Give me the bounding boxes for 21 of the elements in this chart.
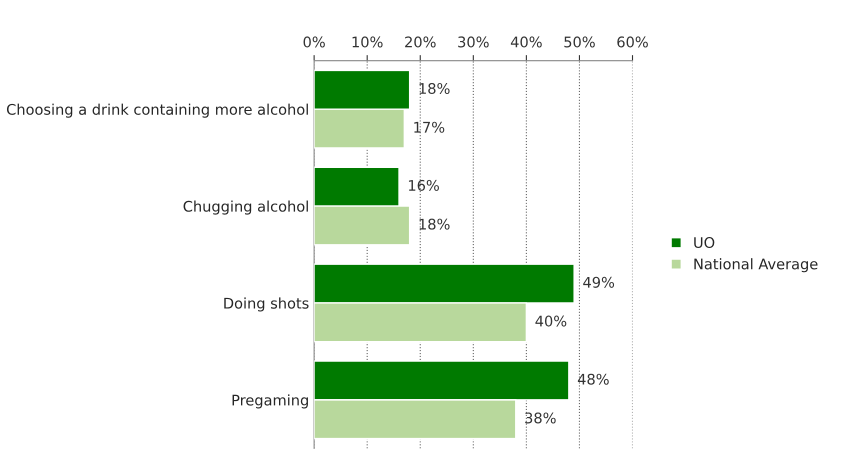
data-label: 18% <box>420 82 450 94</box>
x-tick-label: 40% <box>510 36 542 48</box>
y-tick-label: Choosing a drink containing more alcohol <box>6 104 308 118</box>
y-tick-label: Pregaming <box>232 394 308 408</box>
legend-label: National Average <box>694 258 818 272</box>
data-label: 16% <box>408 180 439 191</box>
x-tick-label: 0% <box>304 36 325 48</box>
x-tick-label: 30% <box>458 36 489 48</box>
data-label: 18% <box>420 218 450 230</box>
x-tick-label: 50% <box>564 36 595 48</box>
y-tick-label: Chugging alcohol <box>184 200 308 215</box>
data-label: 48% <box>578 374 609 385</box>
data-label: 49% <box>583 276 614 288</box>
x-tick-label: 20% <box>405 36 436 48</box>
legend-label: UO <box>694 237 714 248</box>
x-tick-label: 10% <box>352 36 383 48</box>
x-tick-label: 60% <box>617 36 648 48</box>
data-label: 17% <box>414 122 444 133</box>
y-tick-label: Doing shots <box>224 297 309 312</box>
data-label: 40% <box>535 316 566 327</box>
data-label: 38% <box>525 412 556 424</box>
